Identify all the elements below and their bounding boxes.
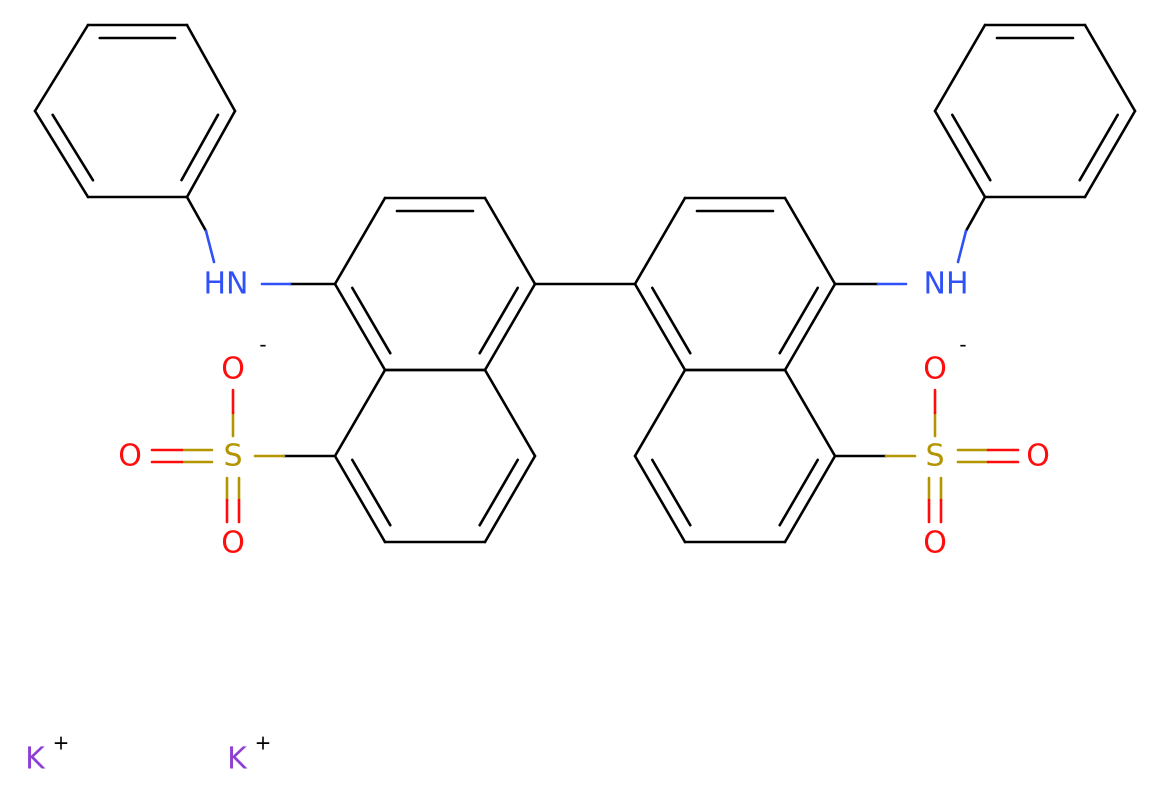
bond [478, 458, 520, 527]
atom-charge: - [259, 333, 266, 357]
atom-label: O [221, 352, 245, 387]
atom-label: NH [924, 267, 969, 302]
atom-label: O [118, 439, 142, 474]
bond [204, 229, 216, 264]
atom-charge: + [53, 731, 70, 755]
bond [633, 196, 687, 286]
atom-charge: + [255, 731, 272, 755]
bond [1083, 23, 1137, 113]
bond [633, 282, 687, 372]
bond [783, 368, 837, 458]
bond [483, 196, 537, 286]
bond [333, 282, 387, 372]
bond [350, 458, 392, 527]
bond [180, 113, 220, 182]
bond [933, 109, 987, 199]
atom-label: O [221, 526, 245, 561]
bond [478, 286, 520, 355]
atom-label: HN [204, 267, 249, 302]
atom-label: K [25, 742, 46, 777]
atom-label: O [1026, 439, 1050, 474]
bond [778, 286, 820, 355]
bond [1083, 109, 1137, 199]
bond [333, 368, 387, 458]
bond [185, 23, 237, 113]
bond [964, 195, 987, 233]
bond [333, 454, 387, 544]
bond [783, 196, 837, 286]
bond [33, 109, 90, 199]
bond [185, 109, 237, 199]
atom-label: O [923, 526, 947, 561]
bond [950, 113, 992, 182]
bond [33, 23, 90, 113]
atom-label: K [227, 742, 248, 777]
bond [956, 229, 968, 264]
bond [333, 196, 387, 286]
bond [483, 368, 537, 458]
bond [783, 282, 837, 372]
bond [933, 23, 987, 113]
atom-label: S [925, 439, 944, 474]
bond [483, 282, 537, 372]
bond [778, 458, 820, 527]
bond [1078, 113, 1120, 182]
bond [783, 454, 837, 544]
bond [633, 368, 687, 458]
bond [51, 113, 95, 182]
bond [633, 454, 687, 544]
bond [650, 286, 692, 355]
atom-label: O [923, 352, 947, 387]
bond [483, 454, 537, 544]
bond [185, 195, 208, 233]
bond [650, 458, 692, 527]
atom-label: S [223, 439, 242, 474]
atom-charge: - [959, 333, 966, 357]
bond [350, 286, 392, 355]
